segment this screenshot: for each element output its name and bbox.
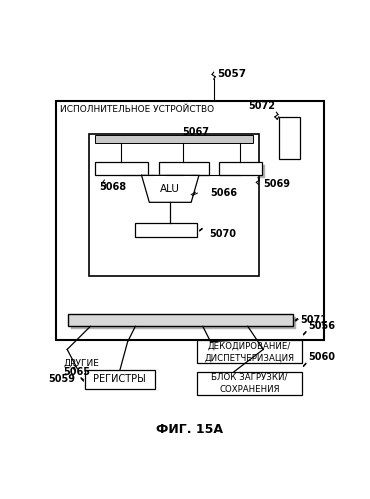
Bar — [95, 162, 148, 175]
Text: 5071: 5071 — [300, 315, 327, 325]
Text: ДЕКОДИРОВАНИЕ/
ДИСПЕТЧЕРИЗАЦИЯ: ДЕКОДИРОВАНИЕ/ ДИСПЕТЧЕРИЗАЦИЯ — [204, 341, 294, 362]
Bar — [222, 165, 265, 179]
Text: 5056: 5056 — [308, 321, 335, 331]
Bar — [89, 134, 259, 276]
Bar — [197, 372, 302, 395]
Text: 5066: 5066 — [211, 188, 238, 198]
Bar — [138, 226, 201, 240]
Text: БЛОК ЗАГРУЗКИ/
СОХРАНЕНИЯ: БЛОК ЗАГРУЗКИ/ СОХРАНЕНИЯ — [211, 373, 287, 394]
Bar — [68, 314, 293, 326]
Bar — [56, 101, 324, 340]
Bar — [135, 223, 197, 237]
Text: 5065: 5065 — [63, 367, 90, 377]
Text: РЕГИСТРЫ: РЕГИСТРЫ — [94, 374, 146, 384]
Bar — [162, 165, 212, 179]
Text: 5072: 5072 — [248, 101, 275, 111]
Text: 5069: 5069 — [263, 179, 290, 189]
Bar — [159, 162, 209, 175]
Text: ИСПОЛНИТЕЛЬНОЕ УСТРОЙСТВО: ИСПОЛНИТЕЛЬНОЕ УСТРОЙСТВО — [60, 105, 214, 114]
Text: ФИГ. 15А: ФИГ. 15А — [156, 424, 223, 437]
Bar — [95, 135, 253, 143]
Bar — [279, 117, 300, 159]
Text: 5057: 5057 — [217, 69, 246, 79]
Text: 5059: 5059 — [49, 374, 76, 384]
Text: ALU: ALU — [160, 184, 180, 194]
Bar — [85, 370, 155, 389]
Text: 5070: 5070 — [209, 229, 236, 239]
Bar — [219, 162, 262, 175]
Bar — [71, 317, 296, 329]
Polygon shape — [142, 175, 199, 202]
Bar — [98, 165, 151, 179]
Text: ДРУГИЕ: ДРУГИЕ — [63, 359, 99, 368]
Text: 5068: 5068 — [99, 182, 126, 192]
Bar — [197, 340, 302, 363]
Text: 5067: 5067 — [182, 127, 209, 137]
Text: 5060: 5060 — [308, 352, 335, 362]
